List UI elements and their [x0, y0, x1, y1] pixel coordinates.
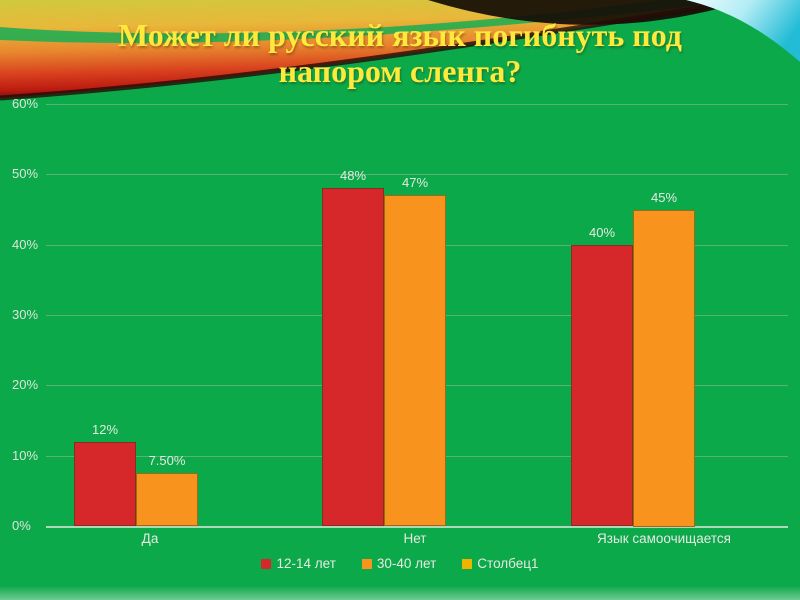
bar-value-label: 40%: [588, 225, 616, 240]
bar-s0-c2: [571, 245, 633, 526]
category-label: Нет: [403, 531, 427, 546]
gridline: [46, 174, 788, 175]
bar-value-label: 12%: [91, 422, 119, 437]
bar-s1-c0: [136, 473, 198, 526]
gridline: [46, 104, 788, 105]
bar-s1-c2: [633, 210, 695, 527]
chart-legend: 12-14 лет 30-40 лет Столбец1: [0, 556, 800, 571]
legend-label: Столбец1: [477, 556, 539, 571]
bar-value-label: 45%: [650, 190, 678, 205]
x-axis-baseline: [46, 526, 788, 528]
legend-label: 12-14 лет: [276, 556, 336, 571]
category-label: Да: [141, 531, 159, 546]
legend-item-2: Столбец1: [462, 556, 539, 571]
legend-item-0: 12-14 лет: [261, 556, 336, 571]
y-axis-tick: 0%: [12, 518, 31, 533]
y-axis-tick: 10%: [12, 448, 39, 463]
bottom-glow-decoration: [0, 586, 800, 600]
legend-swatch-icon: [462, 558, 473, 569]
bar-s1-c1: [384, 195, 446, 526]
y-axis-tick: 20%: [12, 377, 39, 392]
y-axis-tick: 50%: [12, 166, 39, 181]
y-axis-tick: 40%: [12, 237, 39, 252]
bar-value-label: 7.50%: [148, 453, 186, 468]
legend-item-1: 30-40 лет: [361, 556, 437, 571]
bar-value-label: 47%: [401, 175, 429, 190]
legend-swatch-icon: [361, 558, 372, 569]
legend-label: 30-40 лет: [376, 556, 437, 571]
y-axis-tick: 30%: [12, 307, 39, 322]
bar-value-label: 48%: [339, 168, 367, 183]
slide-title: Может ли русский язык погибнуть под напо…: [118, 17, 682, 89]
y-axis-tick: 60%: [12, 96, 39, 111]
legend-swatch-icon: [261, 558, 272, 569]
bar-s0-c1: [322, 188, 384, 526]
bar-s0-c0: [74, 442, 136, 526]
category-label: Язык самоочищается: [597, 531, 731, 546]
